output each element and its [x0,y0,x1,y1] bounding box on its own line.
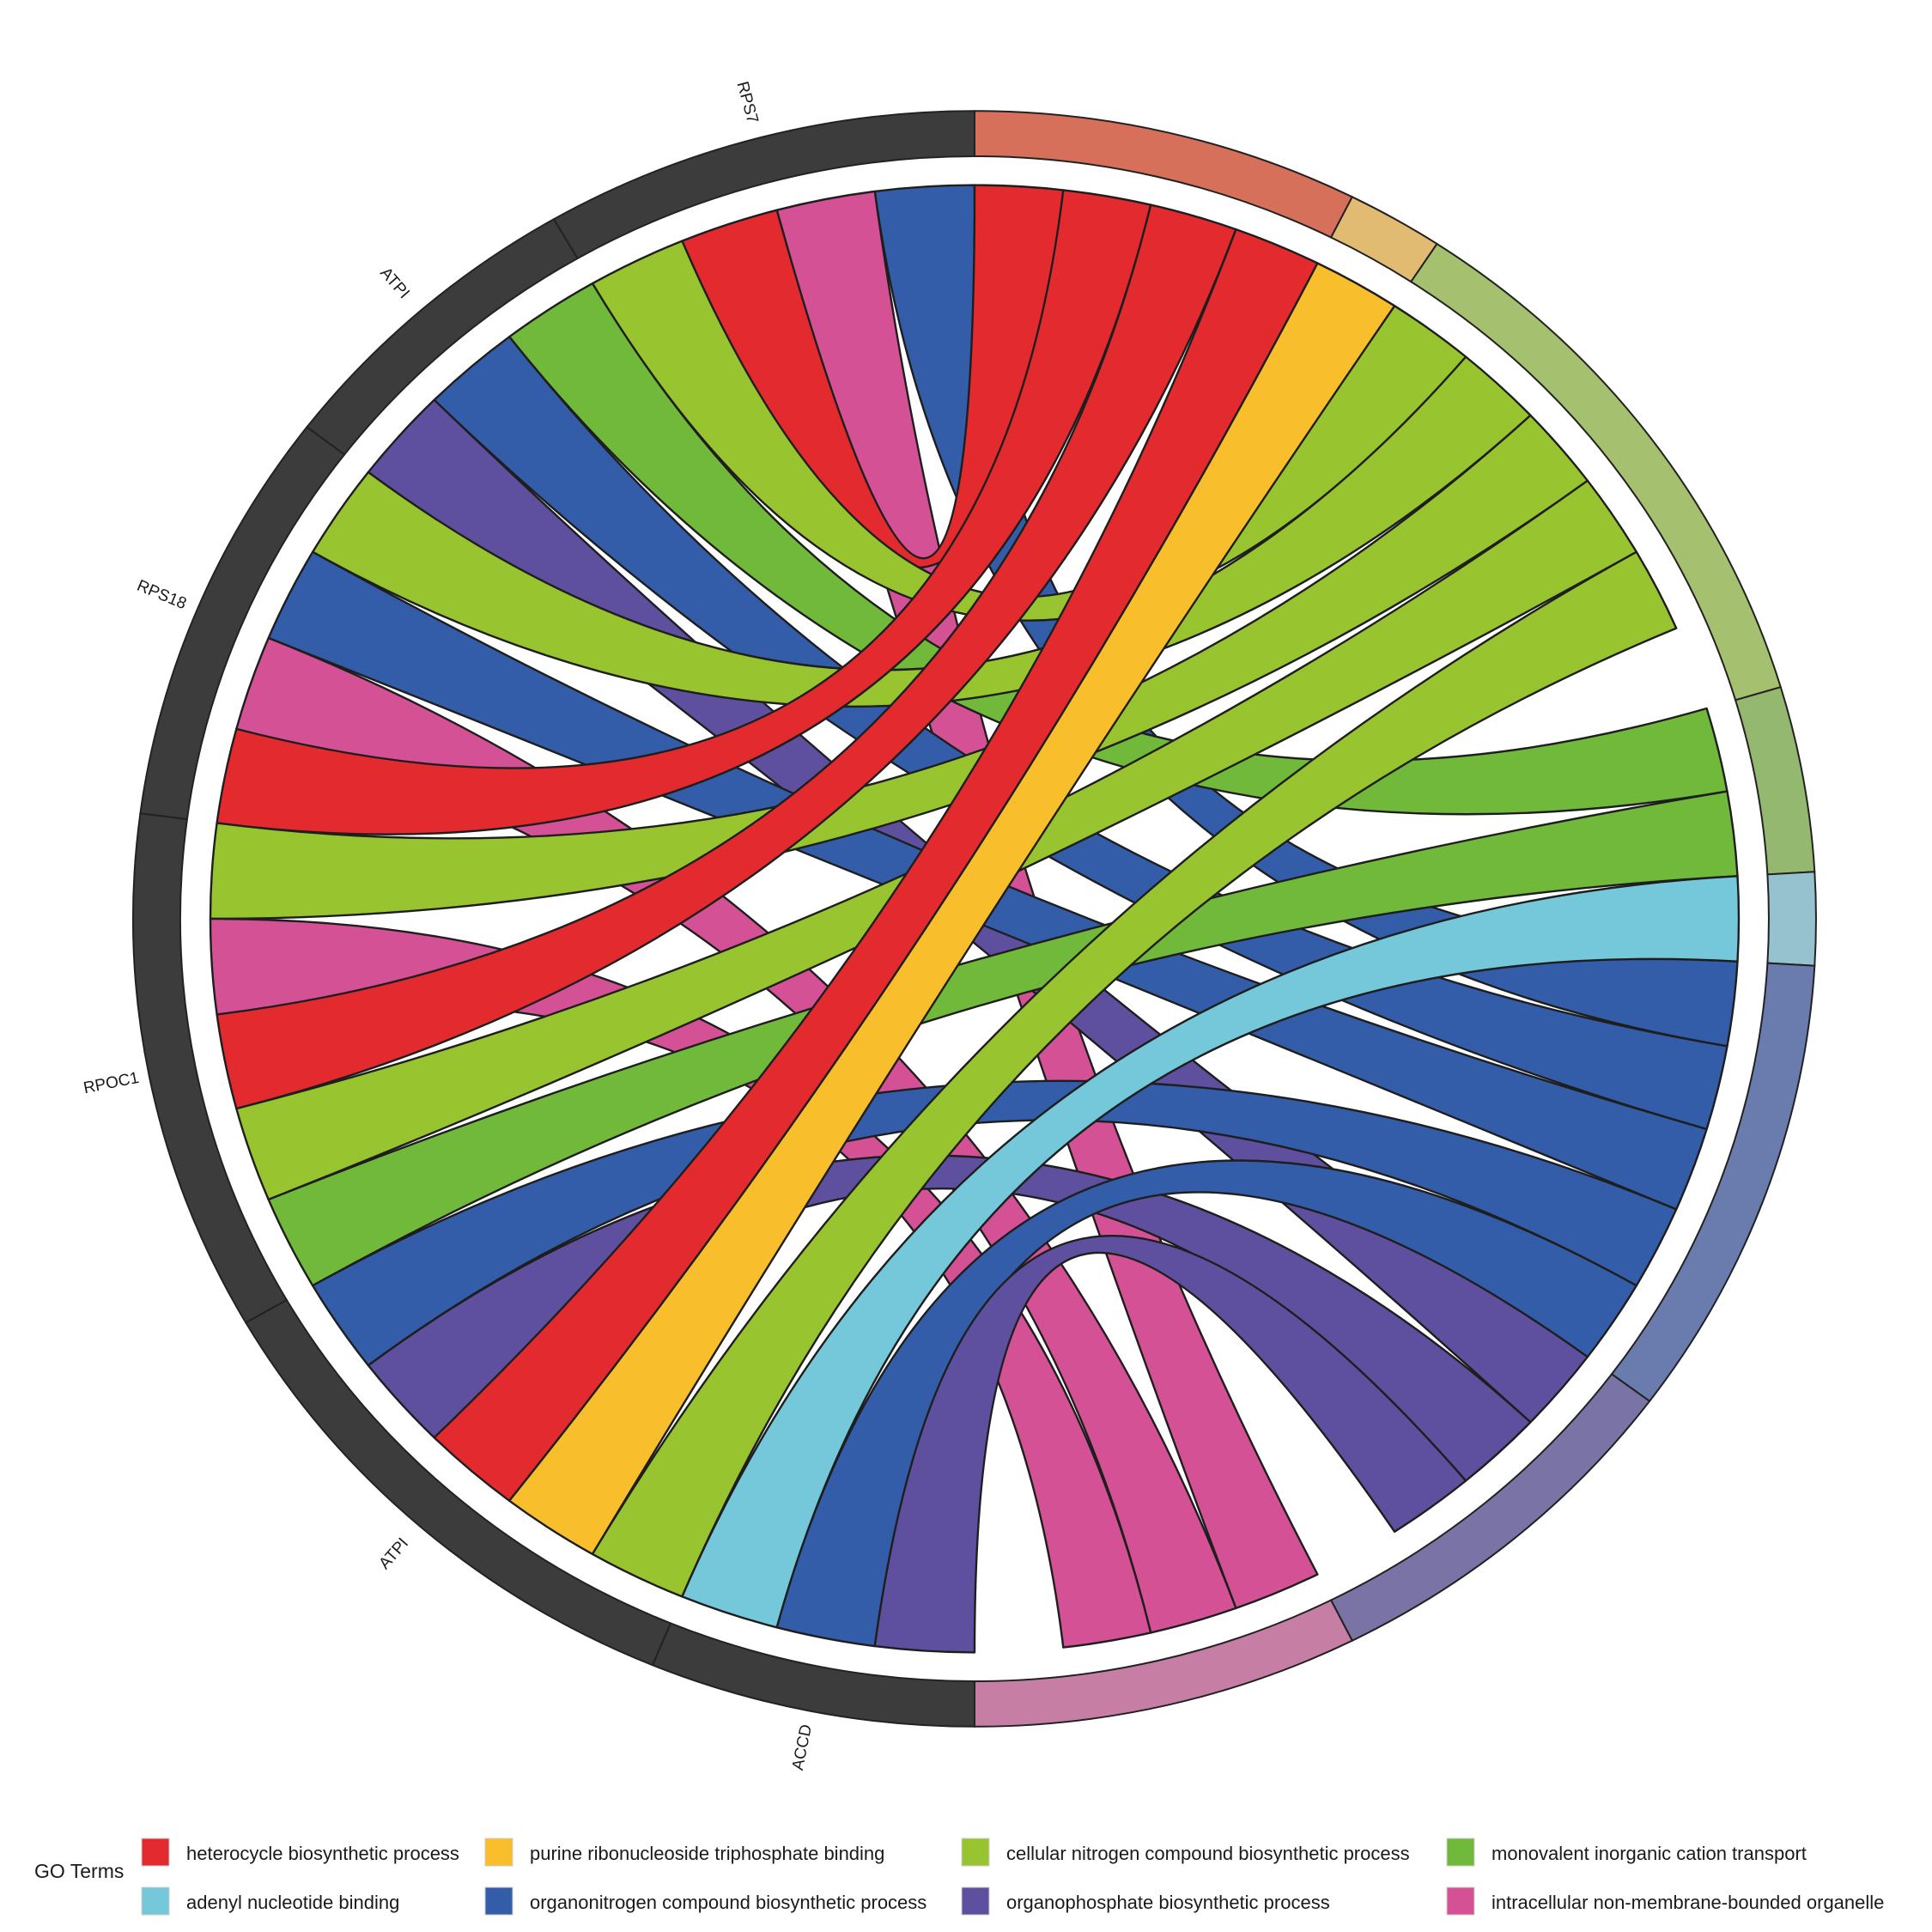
gene-label: RPOC1 [82,1069,140,1097]
gene-band [244,1298,672,1667]
gene-label: ATPI [376,264,413,303]
legend-label: organophosphate biosynthetic process [1006,1892,1330,1913]
chord-ribbon [508,262,1396,1556]
legend-swatch [961,1838,990,1867]
outer-band-layer [132,110,1817,1728]
gene-band [651,1622,975,1728]
term-band [974,1599,1354,1728]
legend-label: monovalent inorganic cation transport [1492,1843,1807,1864]
gene-label: RPS7 [733,80,762,125]
legend-swatch [141,1886,170,1916]
chord-ribbon [591,550,1678,1598]
term-band [1734,685,1816,876]
chord-ribbon [681,875,1741,1629]
legend-title: GO Terms [34,1860,124,1882]
legend-label: adenyl nucleotide binding [186,1892,399,1913]
gene-label: ACCD [789,1723,816,1772]
legend-label: cellular nitrogen compound biosynthetic … [1006,1843,1410,1864]
legend-label: intracellular non-membrane-bounded organ… [1492,1892,1884,1913]
legend-swatch [961,1886,990,1916]
legend-swatch [1446,1838,1475,1867]
gene-band [306,217,579,456]
chord-ribbon [873,1235,1467,1654]
legend: GO Terms heterocycle biosynthetic proces… [34,1838,1884,1916]
gene-label: ATPI [375,1534,412,1573]
legend-label: purine ribonucleoside triphosphate bindi… [530,1843,884,1864]
legend-swatch [141,1838,170,1867]
gene-band [132,812,289,1324]
legend-swatch [484,1838,513,1867]
legend-swatch [1446,1886,1475,1916]
legend-label: organonitrogen compound biosynthetic pro… [530,1892,927,1913]
term-band [1766,871,1817,967]
legend-label: heterocycle biosynthetic process [186,1843,459,1864]
legend-swatch [484,1886,513,1916]
gene-label: RPS18 [134,577,189,613]
ribbon-layer [209,184,1741,1654]
gene-band [139,425,346,821]
